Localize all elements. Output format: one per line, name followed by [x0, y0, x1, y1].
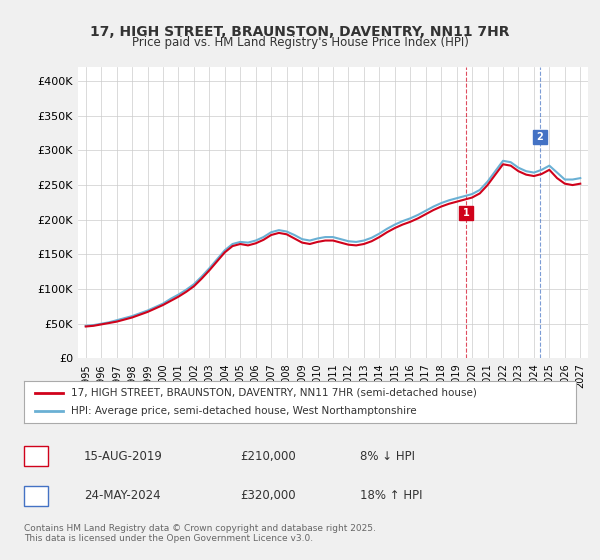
- Text: £210,000: £210,000: [240, 450, 296, 463]
- Text: 17, HIGH STREET, BRAUNSTON, DAVENTRY, NN11 7HR: 17, HIGH STREET, BRAUNSTON, DAVENTRY, NN…: [90, 25, 510, 39]
- Text: Price paid vs. HM Land Registry's House Price Index (HPI): Price paid vs. HM Land Registry's House …: [131, 36, 469, 49]
- Text: 8% ↓ HPI: 8% ↓ HPI: [360, 450, 415, 463]
- Text: 18% ↑ HPI: 18% ↑ HPI: [360, 489, 422, 502]
- Text: 1: 1: [32, 450, 40, 463]
- Text: 24-MAY-2024: 24-MAY-2024: [84, 489, 161, 502]
- Text: 2: 2: [32, 489, 40, 502]
- Text: 17, HIGH STREET, BRAUNSTON, DAVENTRY, NN11 7HR (semi-detached house): 17, HIGH STREET, BRAUNSTON, DAVENTRY, NN…: [71, 388, 477, 398]
- Text: £320,000: £320,000: [240, 489, 296, 502]
- Text: Contains HM Land Registry data © Crown copyright and database right 2025.
This d: Contains HM Land Registry data © Crown c…: [24, 524, 376, 543]
- Text: HPI: Average price, semi-detached house, West Northamptonshire: HPI: Average price, semi-detached house,…: [71, 406, 416, 416]
- Text: 15-AUG-2019: 15-AUG-2019: [84, 450, 163, 463]
- Text: 2: 2: [536, 132, 544, 142]
- Text: 1: 1: [463, 208, 470, 218]
